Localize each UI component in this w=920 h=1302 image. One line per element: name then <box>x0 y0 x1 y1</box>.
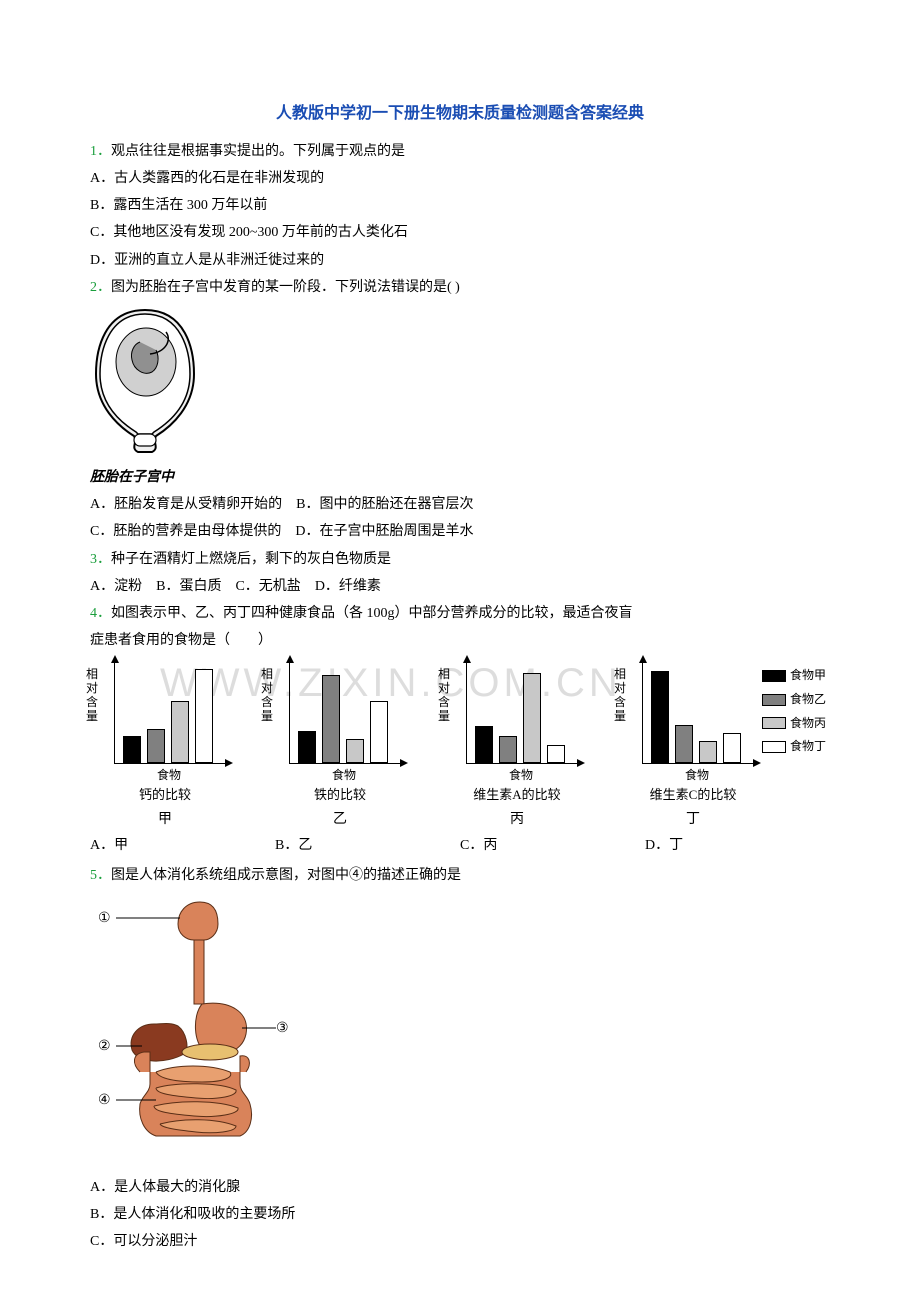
legend-swatch <box>762 694 786 706</box>
row-caption: 丁 <box>618 807 768 832</box>
legend-swatch <box>762 741 786 753</box>
axis-box <box>466 663 577 764</box>
legend-label: 食物甲 <box>790 665 826 687</box>
y-axis-label: 相对含量 <box>86 667 98 723</box>
row-caption: 乙 <box>265 807 415 832</box>
embryo-caption: 胚胎在子宫中 <box>90 465 830 490</box>
bar <box>370 701 388 763</box>
bar <box>523 673 541 763</box>
y-axis-label: 相对含量 <box>261 667 273 723</box>
q1-opt-a: A．古人类露西的化石是在非洲发现的 <box>90 166 830 191</box>
bar <box>651 671 669 763</box>
legend-label: 食物丙 <box>790 713 826 735</box>
legend-label: 食物丁 <box>790 736 826 758</box>
q3-stem: 3．种子在酒精灯上燃烧后，剩下的灰白色物质是 <box>90 547 830 572</box>
callout-2: ② <box>98 1039 111 1054</box>
q4-stem1-text: 如图表示甲、乙、丙丁四种健康食品（各 100g）中部分营养成分的比较，最适合夜盲 <box>111 606 633 621</box>
q4-opt-c: C．丙 <box>460 833 645 858</box>
q4-opt-d: D．丁 <box>645 833 830 858</box>
q2-opt-d: D．在子宫中胚胎周围是羊水 <box>295 524 473 539</box>
q3-num: 3． <box>90 552 111 567</box>
q1-stem-text: 观点往往是根据事实提出的。下列属于观点的是 <box>111 144 405 159</box>
q3-opt-b: B．蛋白质 <box>156 579 221 594</box>
q5-opt-b: B．是人体消化和吸收的主要场所 <box>90 1202 830 1227</box>
q1-opt-d: D．亚洲的直立人是从非洲迁徙过来的 <box>90 248 830 273</box>
bar <box>723 733 741 763</box>
row-caption: 甲 <box>90 807 240 832</box>
y-axis-label: 相对含量 <box>438 667 450 723</box>
legend-label: 食物乙 <box>790 689 826 711</box>
bar <box>699 741 717 763</box>
chart-caption: 维生素A的比较 <box>442 783 592 806</box>
mini-chart: 相对含量食物铁的比较乙 <box>265 659 415 819</box>
q2-num: 2． <box>90 280 111 295</box>
q3-options: A．淀粉 B．蛋白质 C．无机盐 D．纤维素 <box>90 574 830 599</box>
bar <box>475 726 493 763</box>
mini-chart: 相对含量食物钙的比较甲 <box>90 659 240 819</box>
bar <box>123 736 141 763</box>
q4-opt-a: A．甲 <box>90 833 275 858</box>
page-title: 人教版中学初一下册生物期末质量检测题含答案经典 <box>90 100 830 129</box>
q5-stem: 5．图是人体消化系统组成示意图，对图中④的描述正确的是 <box>90 863 830 888</box>
q5-stem-text: 图是人体消化系统组成示意图，对图中④的描述正确的是 <box>111 868 461 883</box>
chart-caption: 铁的比较 <box>265 783 415 806</box>
q4-opt-b: B．乙 <box>275 833 460 858</box>
q2-opt-cd: C．胚胎的营养是由母体提供的 D．在子宫中胚胎周围是羊水 <box>90 519 830 544</box>
q4-chart-row: WWW.ZIXIN.COM.CN 相对含量食物钙的比较甲相对含量食物铁的比较乙相… <box>90 659 830 829</box>
legend-item: 食物甲 <box>762 665 826 687</box>
q5-num: 5． <box>90 868 111 883</box>
axis-box <box>289 663 400 764</box>
digestive-figure: ① ② ③ ④ <box>90 896 830 1165</box>
callout-1: ① <box>98 911 111 926</box>
q1-stem: 1．观点往往是根据事实提出的。下列属于观点的是 <box>90 139 830 164</box>
q2-stem-text: 图为胚胎在子宫中发育的某一阶段．下列说法错误的是( ) <box>111 280 460 295</box>
legend-item: 食物乙 <box>762 689 826 711</box>
q3-opt-d: D．纤维素 <box>315 579 381 594</box>
bar <box>195 669 213 763</box>
chart-legend: 食物甲食物乙食物丙食物丁 <box>762 665 826 759</box>
bar <box>147 729 165 763</box>
chart-caption: 维生素C的比较 <box>618 783 768 806</box>
q2-stem: 2．图为胚胎在子宫中发育的某一阶段．下列说法错误的是( ) <box>90 275 830 300</box>
q2-opt-b: B．图中的胚胎还在器官层次 <box>296 497 473 512</box>
legend-item: 食物丙 <box>762 713 826 735</box>
legend-item: 食物丁 <box>762 736 826 758</box>
bar <box>298 731 316 763</box>
q4-options: A．甲 B．乙 C．丙 D．丁 <box>90 833 830 858</box>
q1-num: 1． <box>90 144 111 159</box>
axis-box <box>114 663 225 764</box>
axis-box <box>642 663 753 764</box>
mini-chart: 相对含量食物维生素C的比较丁 <box>618 659 768 819</box>
callout-4: ④ <box>98 1093 111 1108</box>
q4-num: 4． <box>90 606 111 621</box>
chart-caption: 钙的比较 <box>90 783 240 806</box>
legend-swatch <box>762 670 786 682</box>
q2-opt-a: A．胚胎发育是从受精卵开始的 <box>90 497 282 512</box>
bar <box>499 736 517 763</box>
q5-opt-c: C．可以分泌胆汁 <box>90 1229 830 1254</box>
legend-swatch <box>762 717 786 729</box>
q4-stem-1: 4．如图表示甲、乙、丙丁四种健康食品（各 100g）中部分营养成分的比较，最适合… <box>90 601 830 626</box>
y-axis-label: 相对含量 <box>614 667 626 723</box>
q2-opt-ab: A．胚胎发育是从受精卵开始的 B．图中的胚胎还在器官层次 <box>90 492 830 517</box>
q1-opt-c: C．其他地区没有发现 200~300 万年前的古人类化石 <box>90 220 830 245</box>
callout-3: ③ <box>276 1021 289 1036</box>
bar <box>675 725 693 763</box>
bar <box>322 675 340 763</box>
q1-opt-b: B．露西生活在 300 万年以前 <box>90 193 830 218</box>
q4-stem-2: 症患者食用的食物是（ ） <box>90 628 830 653</box>
q2-opt-c: C．胚胎的营养是由母体提供的 <box>90 524 281 539</box>
q3-opt-c: C．无机盐 <box>235 579 300 594</box>
embryo-figure <box>90 306 830 463</box>
bar <box>547 745 565 763</box>
row-caption: 丙 <box>442 807 592 832</box>
q3-opt-a: A．淀粉 <box>90 579 142 594</box>
bar <box>346 739 364 763</box>
q5-opt-a: A．是人体最大的消化腺 <box>90 1175 830 1200</box>
bar <box>171 701 189 763</box>
mini-chart: 相对含量食物维生素A的比较丙 <box>442 659 592 819</box>
q3-stem-text: 种子在酒精灯上燃烧后，剩下的灰白色物质是 <box>111 552 391 567</box>
